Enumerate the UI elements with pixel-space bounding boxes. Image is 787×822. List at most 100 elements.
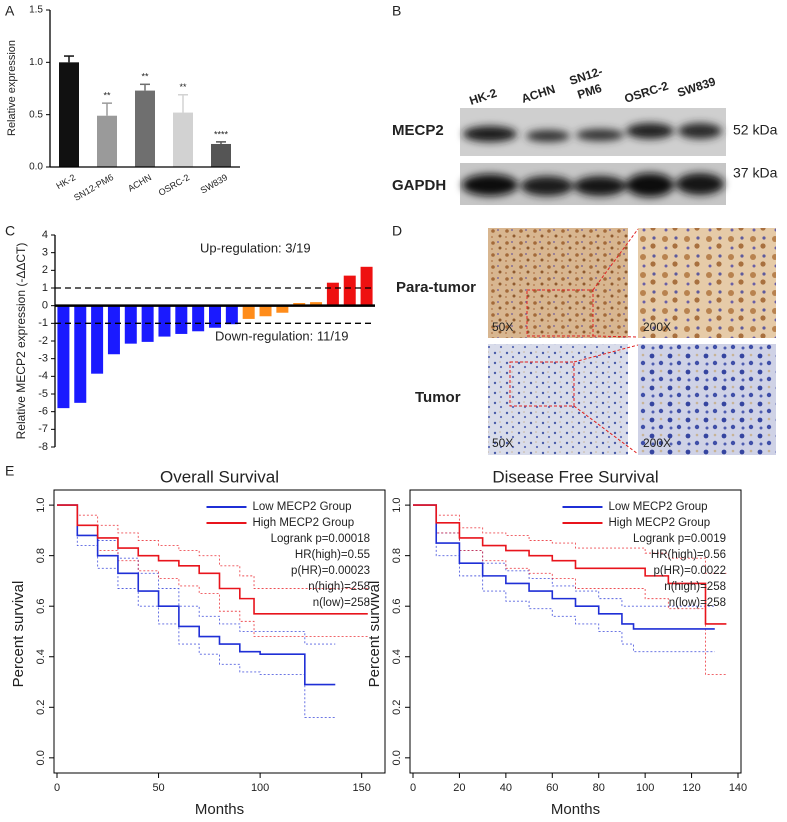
y-tick-label: -4 (38, 370, 48, 382)
y-tick-label: -6 (38, 406, 48, 418)
survival-curve (57, 504, 368, 615)
bar (192, 305, 205, 332)
y-axis-label: Relative MECP2 expression (-ΔΔCT) (14, 243, 28, 440)
lane-label: ACHN (520, 82, 557, 106)
bar (57, 305, 70, 409)
chart-title: Overall Survival (160, 467, 279, 486)
bar (158, 305, 171, 337)
x-tick-label: OSRC-2 (157, 172, 191, 198)
significance: **** (214, 129, 229, 139)
x-tick-label: 80 (593, 782, 605, 794)
annotation: HR(high)=0.56 (651, 549, 726, 561)
bar (242, 305, 255, 319)
y-tick-label: 1.0 (29, 57, 43, 68)
bar (91, 305, 104, 374)
y-axis-label: Percent survival (366, 581, 383, 688)
protein-label: GAPDH (392, 177, 446, 194)
bar (326, 282, 339, 306)
legend-label: Low MECP2 Group (253, 501, 352, 513)
y-tick-label: 0.0 (391, 750, 403, 765)
x-tick-label: 0 (410, 782, 416, 794)
y-axis-label: Relative expression (6, 40, 18, 136)
annotation: n(high)=258 (308, 581, 370, 593)
size-label: 52 kDa (733, 122, 778, 138)
panel-label: A (5, 3, 15, 19)
bar (360, 266, 373, 306)
y-tick-label: 2 (42, 264, 48, 276)
x-tick-label: 120 (682, 782, 700, 794)
y-tick-label: 0.5 (29, 109, 43, 120)
bar (343, 275, 356, 306)
zoom-line (573, 344, 639, 363)
y-tick-label: -5 (38, 388, 48, 400)
panel-label: C (5, 223, 15, 239)
row-label: Tumor (415, 389, 461, 406)
zoom-box (526, 289, 594, 337)
bands (462, 123, 724, 197)
y-tick-label: 0.2 (391, 700, 403, 715)
annotation: n(low)=258 (669, 597, 726, 609)
annotation: Logrank p=0.00018 (271, 533, 370, 545)
western-blot: B HK-2 ACHN SN12- PM6 OSRC-2 SW839 MECP2… (392, 3, 778, 205)
micrograph (638, 344, 776, 455)
y-tick-label: 1.0 (391, 497, 403, 512)
confidence-bound (57, 504, 368, 589)
bar (135, 90, 155, 167)
legend-label: Low MECP2 Group (609, 501, 708, 513)
x-tick-label: 100 (636, 782, 654, 794)
annotation: p(HR)=0.0022 (653, 565, 726, 577)
annotation: n(low)=258 (313, 597, 370, 609)
confidence-bound (57, 504, 368, 637)
y-tick-label: 1 (42, 282, 48, 294)
micrograph (638, 228, 776, 338)
chart-title: Disease Free Survival (492, 467, 658, 486)
y-tick-label: -2 (38, 335, 48, 347)
y-tick-label: 1.5 (29, 5, 43, 16)
annotation: n(high)=258 (664, 581, 726, 593)
zoom-line (592, 335, 639, 338)
bar (259, 305, 272, 317)
magnification: 50X (492, 320, 513, 334)
x-axis-label: Months (195, 801, 244, 818)
y-tick-label: 0.4 (391, 649, 403, 664)
significance: ** (103, 91, 111, 101)
x-tick-label: 60 (546, 782, 558, 794)
panel-label: B (392, 3, 401, 19)
annotation: HR(high)=0.55 (295, 549, 370, 561)
histology: D Para-tumor Tumor 50X 200X 50X 200X (392, 223, 776, 455)
y-tick-label: 1.0 (35, 497, 47, 512)
plot-frame (409, 489, 742, 774)
panel-label: E (5, 463, 14, 479)
bar (276, 305, 289, 313)
bar (225, 305, 238, 325)
y-tick-label: -8 (38, 441, 48, 453)
y-tick-label: 0.6 (35, 599, 47, 614)
y-tick-label: 0.4 (35, 649, 47, 664)
legend-label: High MECP2 Group (609, 517, 711, 529)
magnification: 50X (492, 436, 513, 450)
y-tick-label: 0.8 (35, 548, 47, 563)
y-tick-label: -7 (38, 423, 48, 435)
annotation: p(HR)=0.00023 (291, 565, 370, 577)
y-tick-label: -1 (38, 317, 48, 329)
annotation: Down-regulation: 11/19 (215, 328, 348, 343)
survival-curve (57, 504, 336, 686)
survival-curve (413, 504, 727, 625)
bar (124, 305, 137, 344)
x-tick-label: 140 (729, 782, 747, 794)
significance: ** (179, 82, 187, 92)
zoom-box (509, 361, 575, 407)
y-axis-label: Percent survival (10, 581, 27, 688)
annotation: Up-regulation: 3/19 (200, 240, 311, 255)
y-tick-label: 4 (42, 229, 48, 241)
y-tick-label: 0.6 (391, 599, 403, 614)
bar (175, 305, 188, 334)
y-tick-label: 0 (42, 300, 48, 312)
zoom-line (573, 405, 639, 455)
lane-label: SW839 (676, 74, 718, 100)
y-tick-label: 0.2 (35, 700, 47, 715)
significance: ** (141, 72, 149, 82)
y-tick-label: 0.0 (35, 750, 47, 765)
micrograph (488, 228, 628, 338)
bar (97, 115, 117, 167)
